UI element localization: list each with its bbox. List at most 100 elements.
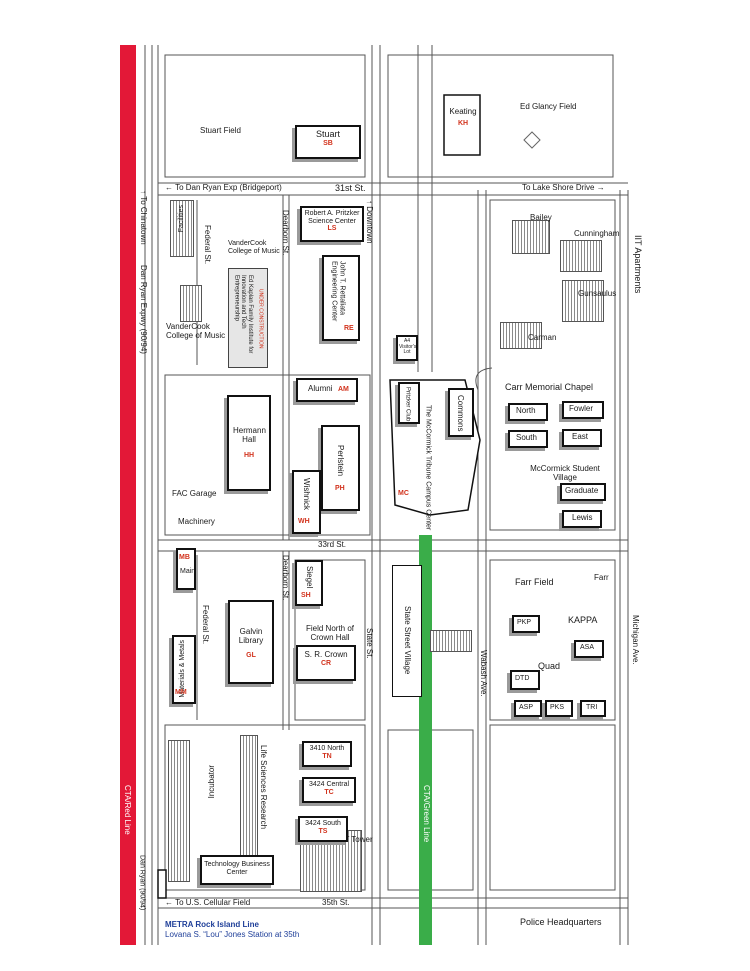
building-3410-north[interactable]: 3410 North TN bbox=[302, 741, 352, 767]
building-tbc[interactable]: Technology Business Center bbox=[200, 855, 274, 885]
building-asp[interactable]: ASP bbox=[514, 700, 542, 717]
bailey-hatch bbox=[512, 220, 550, 254]
kappa-name: KAPPA bbox=[568, 615, 598, 625]
building-pritzker-science[interactable]: Robert A. Pritzker Science Center LS bbox=[300, 206, 364, 242]
crown-name: S. R. Crown bbox=[304, 650, 348, 659]
metra-station-marker bbox=[157, 869, 167, 899]
building-asa[interactable]: ASA bbox=[574, 640, 604, 658]
building-lewis[interactable]: Lewis bbox=[562, 510, 602, 528]
building-dtd[interactable]: DTD bbox=[510, 670, 540, 690]
direction-downtown: ↑ Downtown bbox=[364, 200, 374, 244]
street-wabash: Wabash Ave. bbox=[478, 650, 488, 697]
south3424-name: 3424 South bbox=[305, 820, 341, 827]
pritzker-code: LS bbox=[327, 225, 337, 233]
tbc-name: Technology Business Center bbox=[204, 861, 270, 876]
pritzker-name: Robert A. Pritzker Science Center bbox=[304, 210, 360, 225]
carman-name: Carman bbox=[528, 333, 557, 342]
red-line-label: CTA/Red Line bbox=[122, 785, 132, 835]
vandercook-hatch bbox=[180, 285, 202, 322]
crown-code: CR bbox=[320, 659, 332, 667]
incubator-label: Incubator bbox=[207, 765, 216, 799]
building-siegel[interactable]: Siegel SH bbox=[295, 560, 323, 606]
street-federal-north: Federal St. bbox=[202, 225, 212, 265]
building-kaplan[interactable]: Ed Kaplan Family Institute for Innovatio… bbox=[228, 268, 268, 368]
building-materials-metals[interactable]: Materials & Metals MM bbox=[172, 635, 196, 704]
gunsaulus-name: Gunsaulus bbox=[578, 289, 617, 298]
building-pks[interactable]: PKS bbox=[545, 700, 573, 717]
carman-hatch bbox=[500, 322, 542, 349]
building-3424-south[interactable]: 3424 South TS bbox=[298, 816, 348, 842]
building-commons[interactable]: Commons bbox=[448, 388, 474, 437]
direction-us-cellular: ← To U.S. Cellular Field bbox=[165, 898, 251, 907]
asa-name: ASA bbox=[580, 644, 595, 651]
lewis-name: Lewis bbox=[572, 513, 593, 522]
building-pritzker-club[interactable]: Pritzker Club bbox=[398, 382, 420, 424]
fac-garage-label: FAC Garage bbox=[172, 489, 217, 498]
building-fowler[interactable]: Fowler bbox=[562, 401, 604, 419]
building-graduate[interactable]: Graduate bbox=[560, 483, 606, 501]
street-state: State St. bbox=[364, 628, 374, 659]
central3424-code: TC bbox=[324, 788, 334, 796]
building-wishnick[interactable]: Wishnick WH bbox=[292, 470, 321, 534]
farr-name: Farr bbox=[594, 573, 609, 582]
vandercook-west-label: VanderCook College of Music bbox=[166, 322, 226, 340]
commons-name: Commons bbox=[455, 395, 465, 432]
ssv-label: State Street Village bbox=[402, 606, 412, 675]
tri-name: TRI bbox=[586, 704, 598, 711]
building-crown[interactable]: S. R. Crown CR bbox=[296, 645, 356, 681]
street-dan-ryan: Dan Ryan Expwy (90/94) bbox=[138, 265, 148, 354]
ed-glancy-field-label: Ed Glancy Field bbox=[520, 102, 577, 111]
state-street-village[interactable]: State Street Village bbox=[392, 565, 422, 697]
pkp-name: PKP bbox=[517, 619, 532, 626]
street-35th: 35th St. bbox=[322, 898, 350, 907]
building-alumni[interactable]: Alumni AM bbox=[296, 378, 358, 402]
materials-code: MM bbox=[175, 689, 187, 696]
perlstein-name: Perlstein bbox=[335, 445, 345, 477]
main-code: MB bbox=[179, 554, 190, 561]
farr-field-label: Farr Field bbox=[515, 577, 554, 587]
building-east[interactable]: East bbox=[562, 429, 602, 447]
building-north[interactable]: North bbox=[508, 403, 548, 421]
siegel-name: Siegel bbox=[304, 566, 314, 589]
gunsaulus-hatch bbox=[562, 280, 604, 322]
quad-label: Quad bbox=[538, 661, 561, 671]
rettaliata-name: John T. Rettaliata Engineering Center bbox=[330, 261, 346, 322]
iit-apartments-label: IIT Apartments bbox=[632, 235, 643, 294]
building-perlstein[interactable]: Perlstein PH bbox=[321, 425, 360, 511]
north3410-code: TN bbox=[322, 752, 332, 760]
direction-chinatown: ↑ To Chinatown bbox=[138, 190, 148, 245]
building-rettaliata[interactable]: John T. Rettaliata Engineering Center RE bbox=[322, 255, 360, 341]
building-stuart[interactable]: Stuart SB bbox=[295, 125, 361, 159]
keating-name: Keating bbox=[449, 107, 477, 116]
cunningham-hatch bbox=[560, 240, 602, 272]
visitors-lot[interactable]: A4 Visitor's Lot bbox=[396, 335, 418, 361]
incubator-hatch bbox=[168, 740, 190, 882]
stuart-field-label: Stuart Field bbox=[200, 126, 241, 135]
street-33rd: 33rd St. bbox=[318, 540, 347, 549]
north-name: North bbox=[516, 406, 536, 415]
green-line-label: CTA/Green Line bbox=[421, 785, 431, 843]
wishnick-code: WH bbox=[298, 518, 310, 525]
field-north-crown-label: Field North of Crown Hall bbox=[305, 624, 355, 642]
building-tri[interactable]: TRI bbox=[580, 700, 606, 717]
building-south[interactable]: South bbox=[508, 430, 548, 448]
siegel-code: SH bbox=[301, 592, 311, 599]
dtd-name: DTD bbox=[515, 675, 530, 682]
building-main[interactable]: MB Main bbox=[176, 548, 196, 590]
carr-chapel-label: Carr Memorial Chapel bbox=[505, 382, 594, 392]
street-federal-south: Federal St. bbox=[200, 605, 210, 645]
kaplan-note: UNDER CONSTRUCTION bbox=[257, 289, 264, 349]
south3424-code: TS bbox=[318, 827, 328, 835]
building-3424-central[interactable]: 3424 Central TC bbox=[302, 777, 356, 803]
asp-name: ASP bbox=[519, 704, 534, 711]
building-galvin[interactable]: Galvin Library GL bbox=[228, 600, 274, 684]
building-hermann[interactable]: Hermann Hall HH bbox=[227, 395, 271, 491]
stuart-name: Stuart bbox=[315, 129, 340, 139]
vandercook-east-label: VanderCook College of Music bbox=[228, 240, 280, 255]
hermann-name: Hermann Hall bbox=[233, 426, 266, 444]
rettaliata-code: RE bbox=[344, 325, 354, 332]
east-name: East bbox=[572, 432, 589, 441]
iit-tower-label: IIT Tower bbox=[340, 835, 373, 844]
galvin-code: GL bbox=[246, 652, 256, 659]
building-pkp[interactable]: PKP bbox=[512, 615, 540, 633]
